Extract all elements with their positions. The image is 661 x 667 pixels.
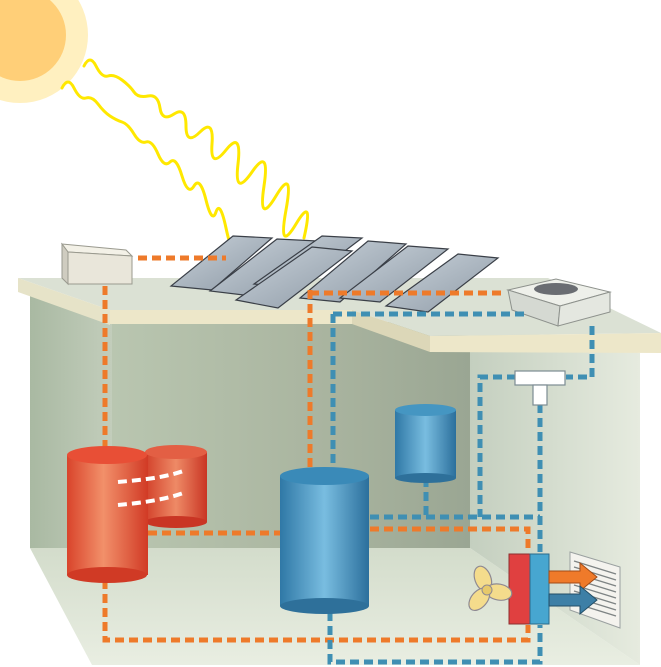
roof-unit-opening: [534, 283, 578, 295]
roof-edge-left: [18, 278, 110, 325]
roof-box-left: [60, 242, 134, 286]
heat-exchanger-hot-side: [508, 553, 531, 625]
arrow-right-icon: [548, 561, 598, 616]
coil-link: [117, 468, 187, 507]
roof-edge-step: [352, 310, 430, 352]
roof-edge-right: [430, 333, 661, 353]
cold-water-pipes: [327, 311, 595, 665]
sun-rays: [60, 58, 310, 249]
roof-edge-front: [110, 310, 352, 324]
hot-storage-tank-small: [145, 445, 207, 528]
cold-pipe-t-left: [477, 374, 516, 517]
cold-pipe-unit-down: [566, 326, 595, 380]
heat-exchanger-cold-side: [529, 553, 550, 625]
solar-panels: [169, 235, 500, 313]
hot-pipe-right-connection: [370, 526, 531, 552]
solar-panel-4: [298, 240, 408, 303]
solar-panel-6: [384, 253, 500, 313]
solar-panel-front: [234, 246, 354, 309]
fan-icon: [468, 565, 513, 612]
hot-storage-tank-large: [67, 446, 148, 583]
hot-air-arrow: [548, 561, 598, 593]
solar-panel-5: [338, 245, 450, 303]
hot-water-pipes: [102, 255, 531, 643]
cold-air-arrow: [548, 584, 598, 616]
roof-unit-right: [506, 278, 612, 327]
cold-storage-tank-small: [395, 404, 456, 483]
heat-exchanger: [508, 553, 550, 625]
pipe-t-junction: [514, 370, 566, 406]
hot-pipe-left-bottom: [102, 580, 531, 643]
cold-storage-tank-large: [280, 467, 369, 614]
sun-icon: [0, 0, 88, 103]
cold-pipe-bottom: [327, 612, 543, 665]
